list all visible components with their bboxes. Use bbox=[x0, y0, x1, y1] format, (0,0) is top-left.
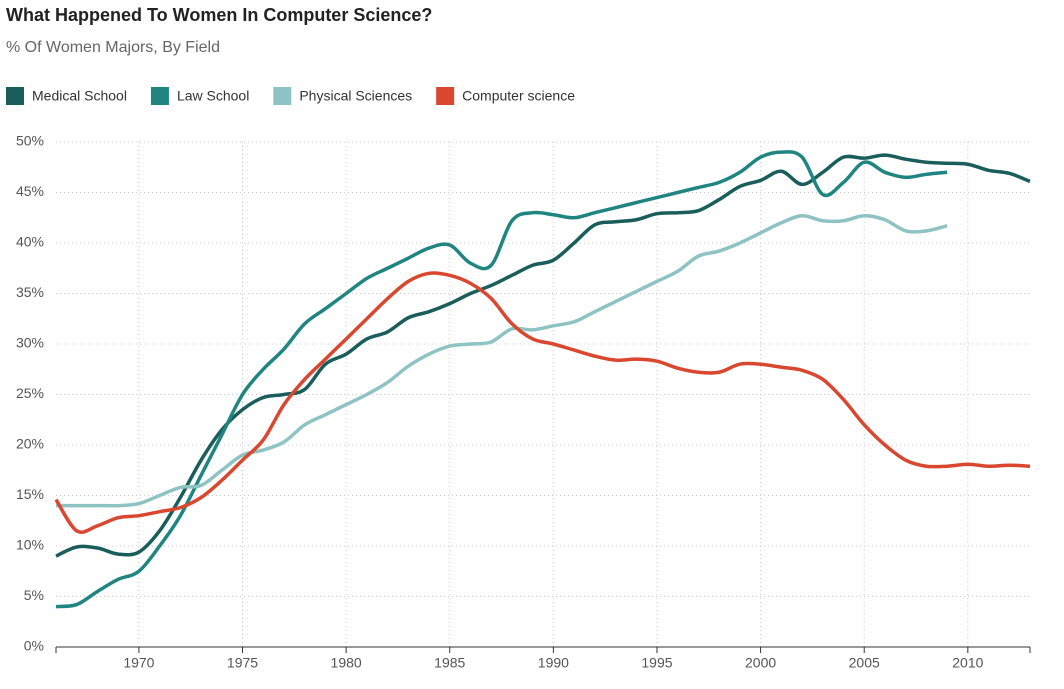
x-tick-label: 1975 bbox=[227, 655, 258, 671]
y-tick-label: 40% bbox=[16, 234, 44, 250]
y-tick-label: 10% bbox=[16, 537, 44, 553]
y-tick-label: 35% bbox=[16, 284, 44, 300]
series-line bbox=[55, 153, 1031, 558]
legend-label: Physical Sciences bbox=[299, 88, 412, 104]
legend-swatch bbox=[6, 87, 24, 105]
x-tick-label: 2005 bbox=[849, 655, 880, 671]
legend-label: Computer science bbox=[462, 88, 575, 104]
x-tick-label: 1980 bbox=[331, 655, 362, 671]
x-tick-label: 2000 bbox=[745, 655, 776, 671]
x-tick-label: 1970 bbox=[123, 655, 154, 671]
series-line bbox=[54, 271, 1031, 534]
y-tick-label: 5% bbox=[24, 587, 44, 603]
y-tick-label: 15% bbox=[16, 486, 44, 502]
y-tick-label: 50% bbox=[16, 133, 44, 149]
y-tick-label: 45% bbox=[16, 183, 44, 199]
y-tick-label: 30% bbox=[16, 335, 44, 351]
x-tick-label: 1995 bbox=[641, 655, 672, 671]
x-tick-label: 1985 bbox=[434, 655, 465, 671]
y-tick-label: 20% bbox=[16, 436, 44, 452]
chart-subtitle: % Of Women Majors, By Field bbox=[6, 39, 220, 56]
series-line bbox=[56, 213, 948, 508]
y-tick-label: 0% bbox=[24, 638, 44, 654]
legend-swatch bbox=[436, 87, 455, 105]
chart-title: What Happened To Women In Computer Scien… bbox=[6, 5, 432, 25]
x-tick-label: 1990 bbox=[538, 655, 569, 671]
series-line bbox=[55, 150, 948, 609]
legend-label: Medical School bbox=[32, 88, 127, 104]
legend-swatch bbox=[150, 87, 169, 105]
y-tick-label: 25% bbox=[16, 385, 44, 401]
x-tick-label: 2010 bbox=[952, 655, 983, 671]
legend-swatch bbox=[273, 87, 292, 105]
legend-label: Law School bbox=[177, 88, 249, 104]
